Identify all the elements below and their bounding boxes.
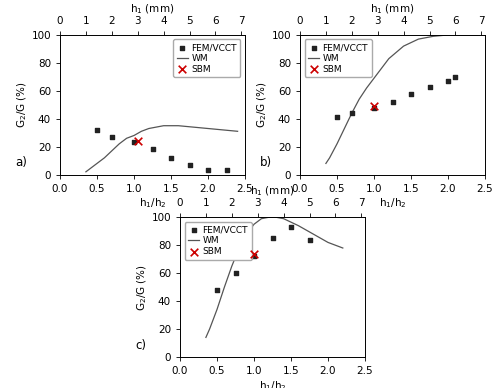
FEM/VCCT <box>186 162 194 168</box>
FEM/VCCT <box>348 110 356 116</box>
WM <box>258 217 264 221</box>
WM <box>190 125 196 130</box>
FEM/VCCT <box>93 127 101 133</box>
Line: WM: WM <box>326 35 478 163</box>
Text: a): a) <box>15 156 27 170</box>
WM <box>266 215 272 220</box>
FEM/VCCT <box>204 167 212 173</box>
Text: b): b) <box>260 156 272 170</box>
FEM/VCCT <box>333 114 341 120</box>
Legend: FEM/VCCT, WM, SBM: FEM/VCCT, WM, SBM <box>174 40 240 77</box>
FEM/VCCT <box>167 155 175 161</box>
WM <box>229 264 235 268</box>
X-axis label: h$_1$/h$_2$: h$_1$/h$_2$ <box>258 379 286 388</box>
WM <box>206 327 212 331</box>
WM <box>116 142 122 146</box>
FEM/VCCT <box>213 287 221 293</box>
WM <box>220 128 226 132</box>
WM <box>460 33 466 37</box>
Y-axis label: G$_2$/G (%): G$_2$/G (%) <box>135 264 148 310</box>
WM <box>310 232 316 236</box>
WM <box>386 56 392 61</box>
WM <box>349 111 355 116</box>
Legend: FEM/VCCT, WM, SBM: FEM/VCCT, WM, SBM <box>304 40 372 77</box>
FEM/VCCT <box>130 139 138 146</box>
Y-axis label: G$_2$/G (%): G$_2$/G (%) <box>255 81 268 128</box>
WM <box>83 170 89 174</box>
WM <box>430 34 436 39</box>
X-axis label: h$_1$ (mm): h$_1$ (mm) <box>250 184 294 198</box>
WM <box>222 285 228 289</box>
WM <box>334 142 340 146</box>
X-axis label: h$_1$ (mm): h$_1$ (mm) <box>130 2 174 16</box>
WM <box>273 215 279 220</box>
WM <box>445 33 451 37</box>
WM <box>234 129 240 133</box>
FEM/VCCT <box>370 104 378 111</box>
FEM/VCCT <box>222 167 230 173</box>
WM <box>124 136 130 140</box>
WM <box>138 129 144 133</box>
WM <box>94 161 100 166</box>
FEM/VCCT <box>232 270 239 276</box>
SBM <box>134 138 141 144</box>
WM <box>474 33 480 37</box>
FEM/VCCT <box>148 146 156 152</box>
Line: WM: WM <box>86 126 238 172</box>
WM <box>342 126 347 131</box>
WM <box>160 123 166 128</box>
FEM/VCCT <box>108 134 116 140</box>
WM <box>131 133 137 138</box>
WM <box>203 335 209 340</box>
WM <box>280 217 286 221</box>
FEM/VCCT <box>388 99 396 105</box>
FEM/VCCT <box>407 90 415 97</box>
WM <box>244 232 250 236</box>
WM <box>356 97 362 102</box>
WM <box>326 156 332 160</box>
WM <box>102 156 107 160</box>
WM <box>416 37 422 42</box>
WM <box>364 86 370 90</box>
FEM/VCCT <box>426 83 434 90</box>
X-axis label: h$_1$/h$_2$: h$_1$/h$_2$ <box>138 196 166 210</box>
SBM <box>370 103 378 109</box>
WM <box>251 222 257 227</box>
WM <box>340 246 346 250</box>
FEM/VCCT <box>250 253 258 260</box>
Line: WM: WM <box>206 217 343 338</box>
SBM <box>250 251 258 257</box>
WM <box>146 126 152 131</box>
WM <box>176 123 182 128</box>
WM <box>325 240 331 245</box>
WM <box>378 66 384 71</box>
WM <box>371 76 377 81</box>
WM <box>205 126 211 131</box>
FEM/VCCT <box>287 224 295 230</box>
WM <box>214 307 220 312</box>
FEM/VCCT <box>306 237 314 243</box>
FEM/VCCT <box>444 78 452 84</box>
WM <box>323 161 329 166</box>
FEM/VCCT <box>268 235 276 241</box>
WM <box>236 246 242 250</box>
WM <box>296 223 302 228</box>
Legend: FEM/VCCT, WM, SBM: FEM/VCCT, WM, SBM <box>184 222 252 260</box>
X-axis label: h$_1$ (mm): h$_1$ (mm) <box>370 2 414 16</box>
WM <box>400 44 406 48</box>
X-axis label: h$_1$/h$_2$: h$_1$/h$_2$ <box>378 196 406 210</box>
FEM/VCCT <box>452 74 460 80</box>
Y-axis label: G$_2$/G (%): G$_2$/G (%) <box>15 81 28 128</box>
Text: c): c) <box>135 339 146 352</box>
WM <box>109 149 115 153</box>
